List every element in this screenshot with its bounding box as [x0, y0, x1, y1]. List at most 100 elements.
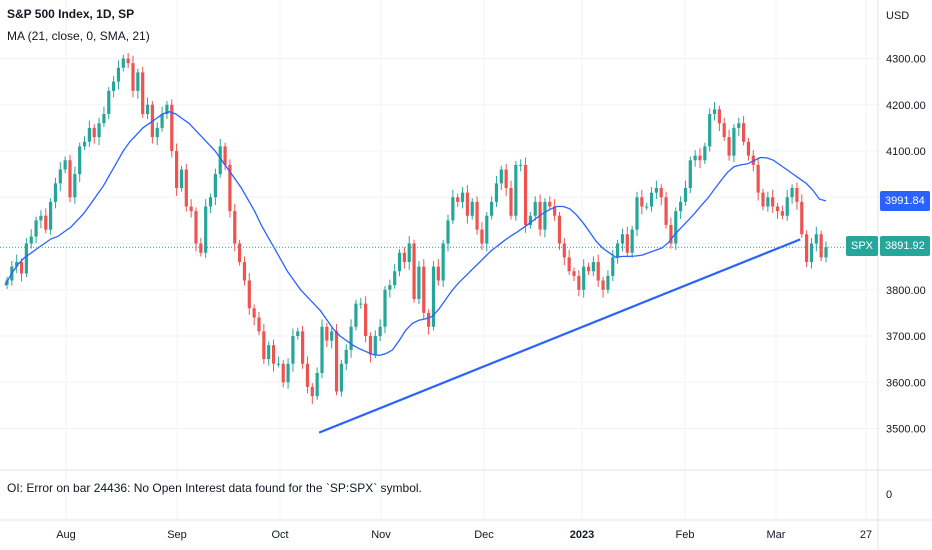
candle-body: [485, 215, 489, 244]
candle-body: [567, 257, 571, 272]
candle-body: [126, 58, 130, 64]
candle-body: [145, 104, 150, 114]
candle-body: [53, 183, 58, 202]
candle-body: [15, 262, 19, 267]
candle-body: [184, 169, 188, 207]
candle-body: [175, 151, 179, 188]
candle-body: [431, 266, 436, 327]
candle-body: [606, 275, 610, 290]
candle-body: [504, 169, 508, 188]
candle-body: [373, 336, 377, 355]
candle-body: [388, 285, 392, 290]
candle-body: [446, 220, 450, 244]
candle-body: [63, 160, 67, 170]
candle-body: [242, 262, 247, 281]
symbol-tag: SPX: [846, 236, 879, 256]
candle-body: [533, 201, 537, 216]
candle-body: [330, 331, 334, 341]
candle-body: [325, 326, 329, 341]
ma-value-tag: 3991.84: [880, 191, 930, 211]
candle-body: [344, 349, 348, 364]
candle-body: [645, 206, 649, 208]
trendline[interactable]: [318, 238, 801, 434]
candle-body: [722, 123, 726, 138]
x-tick-label: Feb: [676, 529, 695, 541]
candle-body: [470, 201, 474, 216]
candle-body: [223, 146, 227, 165]
candle-body: [785, 197, 789, 216]
candle-body: [87, 127, 91, 142]
candle-body: [548, 201, 552, 207]
candle-body: [635, 197, 639, 230]
candle-body: [78, 146, 82, 175]
candle-body: [611, 257, 615, 276]
candle-body: [252, 308, 256, 318]
candle-body: [44, 215, 48, 230]
currency-label: USD: [886, 10, 909, 22]
candle-body: [276, 363, 280, 365]
price-tag: 3891.92: [880, 236, 930, 256]
candle-body: [39, 215, 43, 221]
candle-body: [320, 326, 324, 373]
candle-body: [262, 331, 266, 360]
candle-body: [451, 197, 455, 221]
candle-body: [553, 206, 557, 216]
candle-body: [746, 141, 751, 156]
candle-body: [92, 127, 96, 138]
candle-body: [771, 197, 775, 207]
candle-body: [116, 67, 121, 82]
candle-body: [368, 336, 373, 355]
candle-body: [393, 271, 397, 286]
candle-body: [305, 363, 310, 387]
candle-body: [34, 220, 38, 237]
price-axis[interactable]: 3500.00 3600.00 3700.00 3800.00 4100.00 4200.…: [886, 54, 926, 436]
candle-body: [465, 192, 469, 216]
candle-body: [761, 192, 765, 207]
chart-title[interactable]: S&P 500 Index, 1D, SP: [7, 7, 135, 21]
candle-body: [417, 266, 421, 299]
candle-body: [141, 72, 145, 114]
candle-body: [494, 183, 499, 202]
candle-body: [649, 192, 654, 207]
candle-body: [334, 331, 339, 392]
x-tick-label: Sep: [167, 529, 187, 541]
ma-legend[interactable]: MA (21, close, 0, SMA, 21): [7, 29, 150, 43]
candle-body: [301, 331, 305, 364]
candle-body: [107, 90, 111, 114]
y-tick-label: 3500.00: [886, 424, 926, 436]
candle-body: [213, 174, 217, 198]
y-tick-label: 3700.00: [886, 331, 926, 343]
time-axis[interactable]: Aug Sep Oct Nov Dec 2023 Feb Mar 27: [56, 529, 872, 541]
candle-body: [179, 169, 184, 188]
candle-body: [165, 104, 169, 114]
candle-body: [766, 197, 770, 207]
candle-body: [271, 345, 276, 364]
candle-body: [601, 280, 605, 290]
candle-body: [383, 289, 387, 327]
candle-body: [630, 229, 634, 253]
candle-body: [73, 174, 77, 198]
candle-body: [19, 262, 24, 274]
candle-body: [121, 58, 125, 68]
candle-body: [281, 363, 285, 383]
candle-body: [805, 234, 809, 262]
candle-body: [267, 345, 271, 360]
candle-body: [742, 123, 746, 142]
candle-body: [296, 331, 300, 336]
x-tick-label: 27: [860, 529, 872, 541]
candle-body: [708, 114, 712, 147]
candle-body: [170, 104, 174, 151]
candle-body: [732, 127, 736, 156]
candle-body: [199, 243, 203, 253]
candle-body: [364, 303, 368, 336]
candle-body: [814, 234, 818, 244]
candle-body: [24, 243, 28, 274]
ma-line: [4, 111, 827, 357]
candle-body: [572, 271, 576, 276]
candle-body: [543, 201, 547, 230]
candle-body: [441, 243, 445, 281]
candle-body: [523, 164, 528, 225]
candle-body: [674, 211, 678, 244]
